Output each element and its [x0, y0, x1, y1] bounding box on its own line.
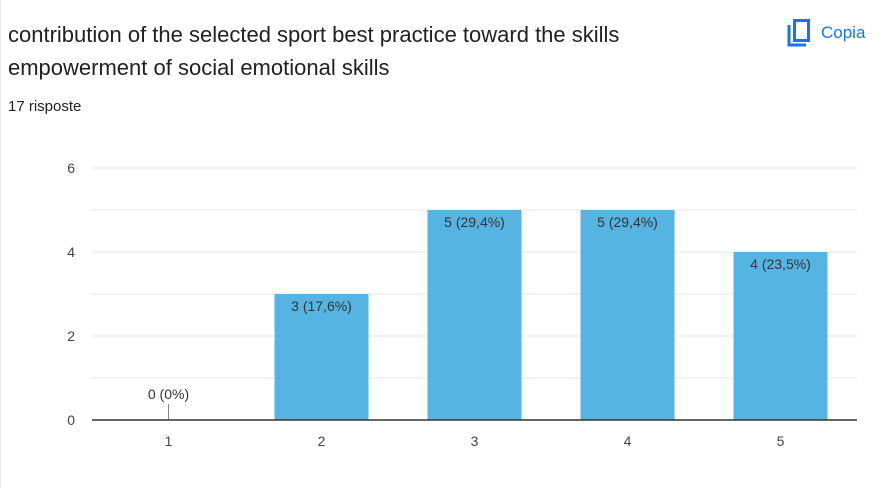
x-tick-label: 5: [777, 433, 785, 449]
y-tick-label: 2: [67, 328, 75, 344]
bar: [274, 294, 369, 420]
data-label: 5 (29,4%): [444, 214, 505, 230]
copy-icon: [787, 19, 810, 47]
bar: [427, 210, 522, 420]
y-tick-label: 6: [67, 160, 75, 176]
question-title: contribution of the selected sport best …: [8, 22, 620, 80]
copy-button[interactable]: Copia: [787, 18, 865, 48]
y-tick-label: 0: [67, 412, 75, 428]
bar: [733, 252, 828, 420]
data-label: 5 (29,4%): [597, 214, 658, 230]
data-label: 3 (17,6%): [291, 298, 352, 314]
bar: [580, 210, 675, 420]
x-tick-label: 3: [471, 433, 479, 449]
x-tick-label: 2: [318, 433, 326, 449]
data-label: 4 (23,5%): [750, 256, 811, 272]
x-tick-label: 4: [624, 433, 632, 449]
x-tick-label: 1: [165, 433, 173, 449]
data-label: 0 (0%): [148, 386, 189, 402]
response-count: 17 risposte: [8, 98, 82, 115]
copy-button-label: Copia: [821, 23, 866, 42]
y-tick-label: 4: [67, 244, 75, 260]
